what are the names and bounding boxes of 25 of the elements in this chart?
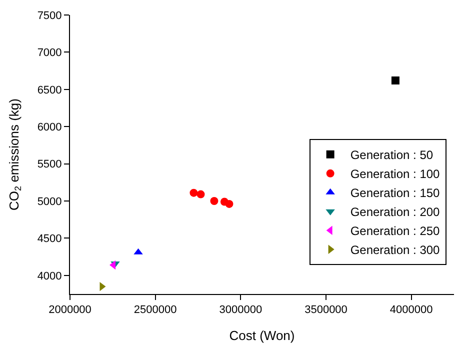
legend-label: Generation : 50 [350, 148, 434, 162]
x-tick-label: 2000000 [48, 304, 92, 316]
point [391, 76, 400, 84]
y-tick-label: 6000 [37, 121, 62, 134]
y-tick-label: 5500 [37, 158, 62, 171]
y-tick-label: 7000 [37, 47, 62, 60]
y-tick-label: 6500 [37, 84, 62, 96]
x-tick-label: 4000000 [390, 304, 433, 316]
x-axis-title: Cost (Won) [229, 328, 295, 343]
y-tick-label: 7500 [37, 10, 62, 22]
legend-label: Generation : 100 [350, 167, 440, 182]
point [210, 197, 218, 205]
point [225, 200, 234, 208]
x-tick-label: 2500000 [134, 304, 177, 316]
legend-label: Generation : 200 [350, 205, 440, 220]
x-tick-label: 3000000 [219, 304, 262, 316]
y-tick-label: 4000 [37, 270, 62, 282]
legend-label: Generation : 300 [350, 243, 440, 258]
legend-label: Generation : 150 [350, 186, 440, 200]
x-tick-label: 3500000 [304, 304, 348, 316]
legend-label: Generation : 250 [350, 224, 440, 238]
point [196, 190, 205, 198]
y-tick-label: 5000 [37, 196, 62, 208]
y-tick-label: 4500 [37, 233, 62, 246]
point [190, 188, 198, 197]
